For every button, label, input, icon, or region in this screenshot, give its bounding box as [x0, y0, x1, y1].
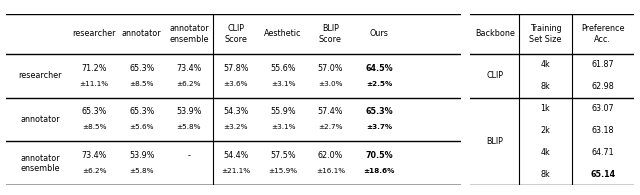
Text: annotator: annotator [122, 29, 162, 38]
Text: 63.18: 63.18 [591, 126, 614, 135]
Text: 65.3%: 65.3% [81, 107, 107, 116]
Text: ±2.7%: ±2.7% [318, 124, 342, 130]
Text: 65.3%: 65.3% [129, 64, 154, 73]
Text: 54.3%: 54.3% [223, 107, 248, 116]
Text: researcher: researcher [72, 29, 116, 38]
Text: 55.9%: 55.9% [270, 107, 296, 116]
Text: ±3.1%: ±3.1% [271, 81, 296, 87]
Text: ±6.2%: ±6.2% [177, 81, 201, 87]
Text: ±15.9%: ±15.9% [269, 168, 298, 174]
Text: annotator: annotator [20, 115, 60, 124]
Text: 70.5%: 70.5% [365, 151, 393, 160]
Text: BLIP: BLIP [486, 137, 503, 146]
Text: ±5.8%: ±5.8% [177, 124, 201, 130]
Text: CLIP: CLIP [486, 71, 504, 80]
Text: Aesthetic: Aesthetic [264, 29, 302, 38]
Text: 54.4%: 54.4% [223, 151, 248, 160]
Text: 8k: 8k [541, 170, 550, 179]
Text: ±11.1%: ±11.1% [79, 81, 109, 87]
Text: 73.4%: 73.4% [176, 64, 202, 73]
Text: 61.87: 61.87 [591, 60, 614, 69]
Text: 64.71: 64.71 [591, 148, 614, 157]
Text: Preference
Acc.: Preference Acc. [581, 24, 625, 43]
Text: ±3.2%: ±3.2% [223, 124, 248, 130]
Text: annotator
ensemble: annotator ensemble [20, 154, 60, 173]
Text: 71.2%: 71.2% [81, 64, 107, 73]
Text: ±8.5%: ±8.5% [82, 124, 106, 130]
Text: ±8.5%: ±8.5% [129, 81, 154, 87]
Text: ±21.1%: ±21.1% [221, 168, 250, 174]
Text: researcher: researcher [19, 71, 62, 80]
Text: ±5.6%: ±5.6% [129, 124, 154, 130]
Text: 62.98: 62.98 [591, 82, 614, 91]
Text: 53.9%: 53.9% [129, 151, 155, 160]
Text: -: - [188, 151, 190, 160]
Text: Training
Set Size: Training Set Size [529, 24, 562, 43]
Text: 73.4%: 73.4% [81, 151, 107, 160]
Text: 55.6%: 55.6% [270, 64, 296, 73]
Text: ±6.2%: ±6.2% [82, 168, 106, 174]
Text: 4k: 4k [541, 148, 550, 157]
Text: 2k: 2k [541, 126, 550, 135]
Text: 65.14: 65.14 [590, 170, 615, 179]
Text: ±5.8%: ±5.8% [129, 168, 154, 174]
Text: 4k: 4k [541, 60, 550, 69]
Text: CLIP
Score: CLIP Score [225, 24, 247, 43]
Text: ±3.1%: ±3.1% [271, 124, 296, 130]
Text: 57.4%: 57.4% [317, 107, 343, 116]
Text: Ours: Ours [370, 29, 388, 38]
Text: 65.3%: 65.3% [129, 107, 154, 116]
Text: annotator
ensemble: annotator ensemble [169, 24, 209, 43]
Text: ±3.6%: ±3.6% [223, 81, 248, 87]
Text: 8k: 8k [541, 82, 550, 91]
Text: ±16.1%: ±16.1% [316, 168, 345, 174]
Text: 65.3%: 65.3% [365, 107, 393, 116]
Text: ±2.5%: ±2.5% [366, 81, 392, 87]
Text: 63.07: 63.07 [591, 104, 614, 113]
Text: ±3.7%: ±3.7% [366, 124, 392, 130]
Text: 57.8%: 57.8% [223, 64, 248, 73]
Text: 57.0%: 57.0% [317, 64, 343, 73]
Text: 64.5%: 64.5% [365, 64, 393, 73]
Text: ±18.6%: ±18.6% [364, 168, 395, 174]
Text: 53.9%: 53.9% [176, 107, 202, 116]
Text: 57.5%: 57.5% [270, 151, 296, 160]
Text: Backbone: Backbone [475, 29, 515, 38]
Text: 1k: 1k [541, 104, 550, 113]
Text: ±3.0%: ±3.0% [318, 81, 342, 87]
Text: BLIP
Score: BLIP Score [319, 24, 342, 43]
Text: 62.0%: 62.0% [317, 151, 343, 160]
